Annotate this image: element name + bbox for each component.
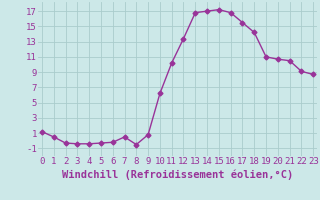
X-axis label: Windchill (Refroidissement éolien,°C): Windchill (Refroidissement éolien,°C) <box>62 169 293 180</box>
